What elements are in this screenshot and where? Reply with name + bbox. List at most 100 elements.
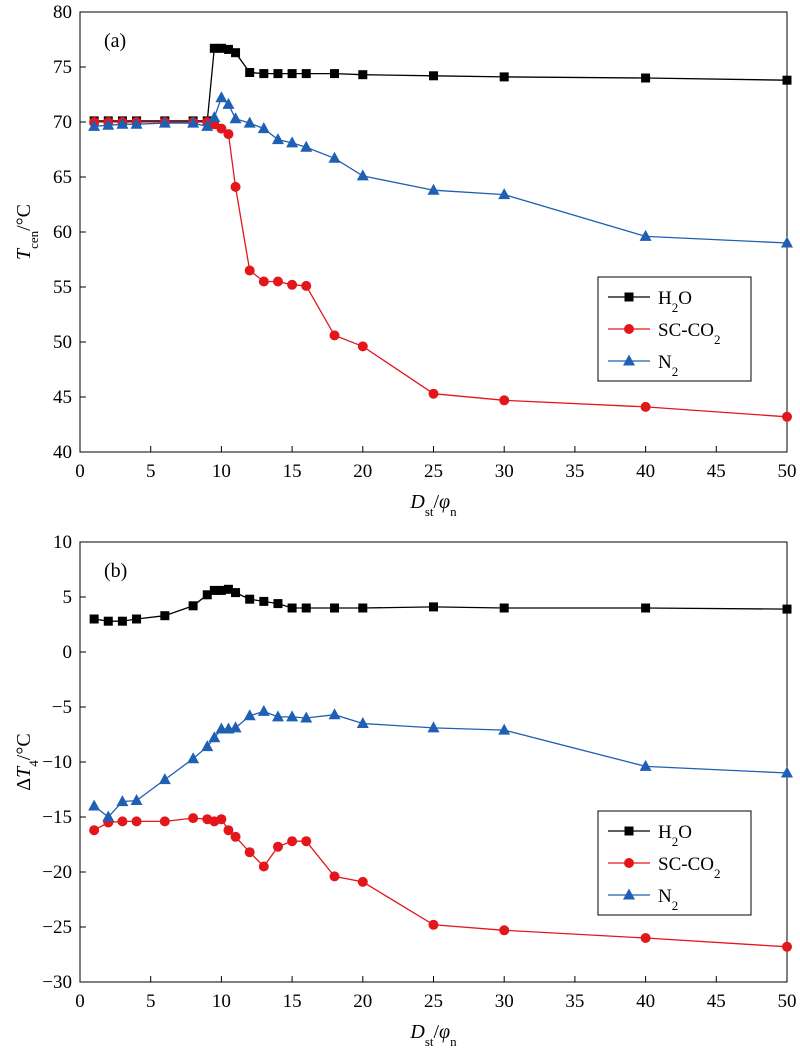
- x-axis-label-sub: st: [425, 1034, 434, 1049]
- data-point: [208, 111, 221, 123]
- legend-label-txt-0: H: [658, 822, 672, 843]
- data-point: [287, 836, 298, 847]
- x-tick-label: 30: [495, 991, 514, 1012]
- series-n2: [88, 704, 793, 822]
- legend-label-sub-1: 2: [672, 300, 679, 315]
- data-point: [782, 75, 792, 85]
- data-point: [782, 941, 792, 952]
- y-tick-label: 55: [53, 277, 72, 298]
- y-axis-label-sub: 4: [26, 760, 41, 767]
- data-point: [427, 183, 440, 195]
- series-line: [94, 588, 788, 622]
- data-point: [230, 831, 241, 842]
- x-tick-label: 45: [707, 461, 726, 482]
- legend-marker: [624, 324, 634, 334]
- data-point: [103, 616, 113, 626]
- data-point: [116, 117, 129, 129]
- data-point: [102, 810, 115, 822]
- x-tick-label: 50: [778, 461, 797, 482]
- data-point: [243, 709, 256, 721]
- y-tick-label: 10: [53, 532, 72, 553]
- data-point: [499, 72, 509, 82]
- legend-marker: [624, 826, 634, 836]
- data-point: [640, 933, 651, 943]
- data-point: [130, 794, 143, 805]
- data-point: [89, 825, 100, 836]
- data-point: [300, 140, 313, 152]
- x-tick-label: 30: [495, 461, 514, 482]
- data-point: [272, 841, 283, 852]
- y-tick-label: 50: [53, 332, 72, 353]
- data-point: [209, 585, 219, 595]
- legend-marker: [624, 858, 634, 868]
- legend-marker: [624, 292, 634, 302]
- data-point: [271, 133, 284, 145]
- data-point: [230, 181, 241, 192]
- data-point: [259, 596, 269, 606]
- data-point: [498, 188, 511, 200]
- x-tick-label: 15: [283, 461, 302, 482]
- data-point: [328, 708, 341, 720]
- data-point: [117, 816, 128, 827]
- x-tick-label: 5: [146, 461, 156, 482]
- y-axis-label: ΔT4/°C: [13, 733, 41, 790]
- x-tick-label: 15: [283, 991, 302, 1012]
- legend-label-txt-0: N: [658, 886, 672, 907]
- legend-label-txt-2: O: [678, 822, 692, 843]
- data-point: [132, 614, 142, 624]
- data-point: [641, 73, 651, 83]
- data-point: [158, 773, 171, 785]
- data-point: [215, 91, 228, 103]
- data-point: [300, 711, 313, 723]
- x-tick-label: 25: [424, 991, 443, 1012]
- legend-marker: [623, 354, 635, 366]
- x-tick-label: 5: [146, 991, 156, 1012]
- data-point: [429, 602, 438, 612]
- data-point: [188, 813, 199, 824]
- y-tick-label: 60: [53, 222, 72, 243]
- legend-label: N2: [658, 352, 678, 379]
- series-line: [94, 96, 788, 244]
- x-axis-label-sub2: n: [450, 1034, 457, 1049]
- data-point: [187, 116, 200, 128]
- series-sc-co2: [89, 813, 792, 952]
- y-tick-label: −5: [52, 697, 72, 718]
- series-n2: [88, 91, 793, 248]
- data-point: [117, 616, 127, 626]
- data-point: [287, 69, 297, 79]
- data-point: [258, 276, 269, 287]
- data-point: [782, 604, 792, 614]
- data-point: [257, 122, 270, 134]
- y-tick-label: 65: [53, 167, 72, 188]
- data-point: [301, 280, 312, 291]
- data-point: [116, 795, 129, 807]
- y-tick-label: 40: [53, 442, 72, 463]
- data-point: [782, 411, 792, 422]
- data-point: [209, 43, 219, 53]
- data-point: [498, 723, 511, 735]
- data-point: [428, 919, 439, 930]
- y-tick-label: −10: [42, 752, 72, 773]
- x-tick-label: 20: [353, 461, 372, 482]
- x-tick-label: 25: [424, 461, 443, 482]
- x-tick-label: 10: [212, 461, 231, 482]
- legend-label-txt-0: SC-CO: [658, 320, 714, 341]
- data-point: [641, 603, 651, 613]
- x-tick-label: 45: [707, 991, 726, 1012]
- data-point: [223, 825, 234, 836]
- legend-label-txt-0: H: [658, 288, 672, 309]
- x-tick-label: 35: [565, 461, 584, 482]
- data-point: [245, 594, 255, 604]
- y-tick-label: −15: [42, 807, 72, 828]
- data-point: [639, 229, 652, 241]
- data-point: [328, 151, 341, 163]
- data-point: [244, 265, 255, 276]
- x-tick-label: 35: [565, 991, 584, 1012]
- data-point: [202, 590, 212, 600]
- data-point: [216, 43, 226, 53]
- x-axis-label: Dst/φn: [409, 491, 457, 519]
- x-tick-label: 0: [75, 991, 85, 1012]
- data-point: [231, 588, 241, 598]
- legend-label: N2: [658, 886, 678, 913]
